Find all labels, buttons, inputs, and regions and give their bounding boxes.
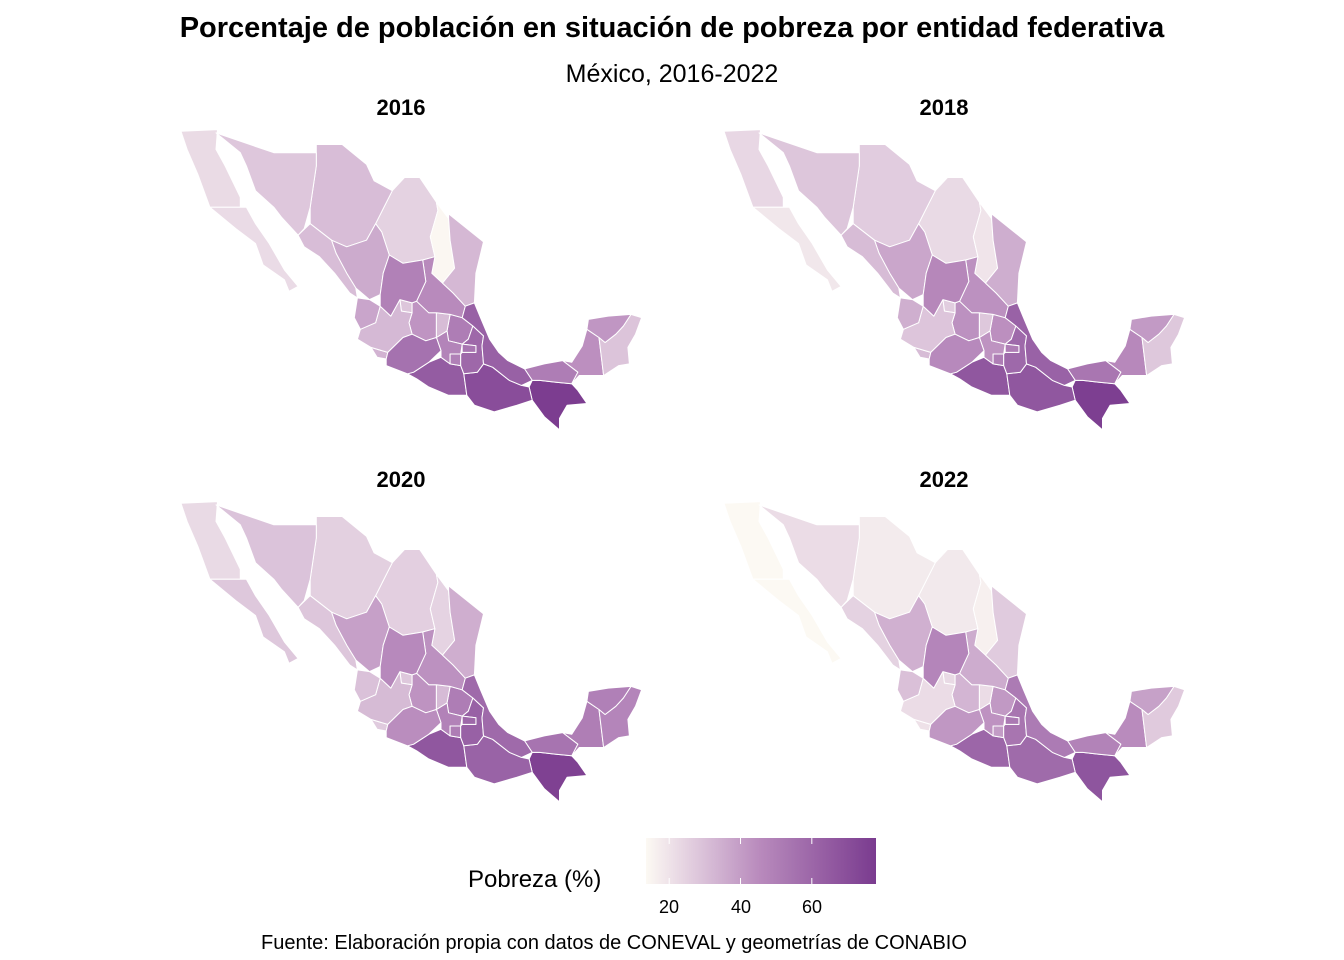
state-veracruz-2022 (1004, 674, 1076, 758)
state-tabasco-2016 (524, 360, 579, 385)
state-baja-california-2022 (723, 501, 784, 580)
state-veracruz-2016 (461, 302, 533, 386)
state-tamaulipas-2022 (985, 585, 1027, 679)
state-yucatan-2020 (586, 685, 632, 715)
source-caption: Fuente: Elaboración propia con datos de … (261, 932, 967, 954)
state-yucatan-2018 (1129, 313, 1175, 343)
facet-title-2018: 2018 (919, 95, 969, 120)
state-tamaulipas-2020 (442, 585, 484, 679)
state-tamaulipas-2018 (985, 213, 1027, 307)
state-nayarit-2020 (353, 669, 381, 702)
state-nayarit-2018 (896, 297, 924, 330)
state-morelos-2018 (992, 353, 1005, 367)
state-morelos-2016 (449, 353, 462, 367)
state-chiapas-2018 (1071, 379, 1131, 431)
legend-title: Pobreza (%) (468, 866, 602, 893)
state-baja-california-sur-2016 (209, 206, 299, 292)
state-morelos-2020 (449, 725, 462, 739)
state-sonora-2020 (215, 504, 317, 608)
state-zacatecas-2018 (922, 254, 970, 317)
facet-title-2022: 2022 (919, 467, 969, 492)
state-tlaxcala-2018 (1004, 343, 1020, 353)
chart-title: Porcentaje de población en situación de … (179, 12, 1165, 44)
state-tlaxcala-2022 (1004, 715, 1020, 725)
facet-title-2020: 2020 (376, 467, 426, 492)
state-baja-california-2018 (723, 129, 784, 208)
state-tabasco-2018 (1067, 360, 1122, 385)
state-zacatecas-2016 (379, 254, 427, 317)
state-veracruz-2018 (1004, 302, 1076, 386)
state-tabasco-2020 (524, 732, 579, 757)
state-sinaloa-2020 (297, 595, 358, 671)
state-yucatan-2016 (586, 313, 632, 343)
state-chiapas-2022 (1071, 751, 1131, 803)
state-baja-california-2016 (180, 129, 241, 208)
state-michoacan-2022 (928, 705, 985, 747)
state-sinaloa-2022 (840, 595, 901, 671)
state-veracruz-2020 (461, 674, 533, 758)
state-sinaloa-2018 (840, 223, 901, 299)
legend-tick-40: 40 (730, 897, 752, 917)
state-baja-california-2020 (180, 501, 241, 580)
state-baja-california-sur-2022 (752, 578, 842, 664)
state-baja-california-sur-2020 (209, 578, 299, 664)
facet-title-2016: 2016 (376, 95, 426, 120)
state-michoacan-2016 (385, 333, 442, 375)
state-tabasco-2022 (1067, 732, 1122, 757)
state-sinaloa-2016 (297, 223, 358, 299)
state-zacatecas-2020 (379, 626, 427, 689)
state-sonora-2016 (215, 132, 317, 236)
map-panel-2022 (723, 501, 1186, 803)
state-sonora-2018 (758, 132, 860, 236)
legend-colorbar (646, 838, 876, 884)
state-sonora-2022 (758, 504, 860, 608)
state-michoacan-2018 (928, 333, 985, 375)
state-zacatecas-2022 (922, 626, 970, 689)
map-panel-2018 (723, 129, 1186, 431)
state-chiapas-2020 (528, 751, 588, 803)
legend-tick-20: 20 (658, 897, 680, 917)
map-panel-2016 (180, 129, 643, 431)
state-tamaulipas-2016 (442, 213, 484, 307)
state-morelos-2022 (992, 725, 1005, 739)
map-panel-2020 (180, 501, 643, 803)
legend-tick-60: 60 (801, 897, 823, 917)
state-michoacan-2020 (385, 705, 442, 747)
state-nayarit-2016 (353, 297, 381, 330)
state-tlaxcala-2016 (461, 343, 477, 353)
state-baja-california-sur-2018 (752, 206, 842, 292)
state-nayarit-2022 (896, 669, 924, 702)
state-yucatan-2022 (1129, 685, 1175, 715)
chart-subtitle: México, 2016-2022 (565, 60, 779, 88)
state-tlaxcala-2020 (461, 715, 477, 725)
state-chiapas-2016 (528, 379, 588, 431)
